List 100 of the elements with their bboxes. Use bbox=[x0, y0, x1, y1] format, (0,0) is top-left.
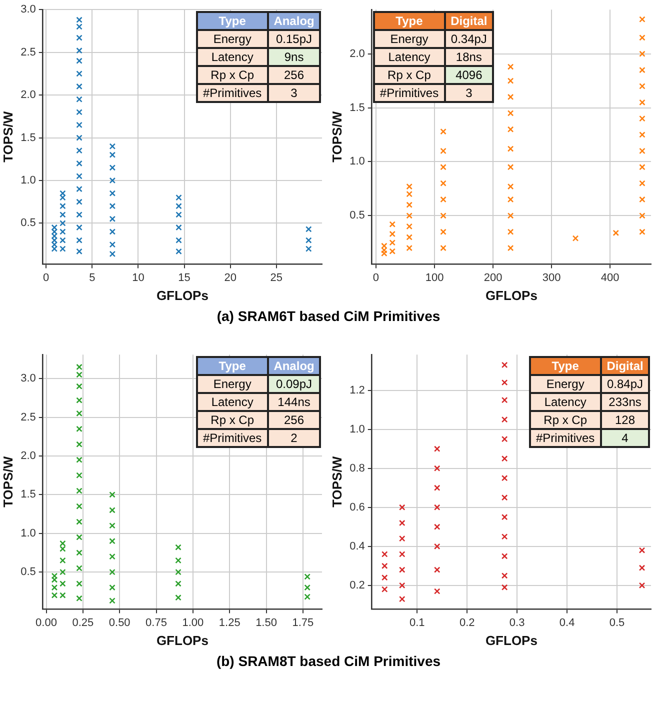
point bbox=[76, 70, 82, 77]
point bbox=[389, 240, 396, 246]
y-tick-label: 1.0 bbox=[20, 527, 36, 540]
annotation: Type bbox=[197, 356, 268, 375]
point bbox=[109, 492, 116, 498]
point bbox=[175, 557, 182, 564]
point bbox=[109, 164, 116, 171]
x-tick-label: 0.00 bbox=[36, 616, 57, 629]
x-tick-label: 1.00 bbox=[182, 616, 204, 629]
point bbox=[109, 216, 116, 222]
point bbox=[60, 557, 66, 564]
point bbox=[638, 547, 646, 554]
annotation: 0.34pJ bbox=[444, 30, 494, 48]
annotation: 18ns bbox=[444, 48, 494, 66]
x-tick-label: 0.25 bbox=[72, 616, 94, 629]
point bbox=[306, 226, 312, 232]
annotation: Type bbox=[374, 12, 445, 30]
point bbox=[507, 110, 514, 116]
point bbox=[76, 534, 82, 540]
point bbox=[51, 572, 58, 580]
point bbox=[501, 362, 508, 368]
point bbox=[639, 115, 646, 122]
text: (b) SRAM8T based CiM Primitives bbox=[215, 653, 442, 669]
point bbox=[76, 147, 82, 154]
annotation: Energy bbox=[530, 374, 601, 393]
point bbox=[507, 228, 514, 235]
point bbox=[501, 584, 508, 590]
point bbox=[60, 568, 66, 576]
point bbox=[76, 518, 82, 525]
point bbox=[176, 202, 182, 210]
point bbox=[109, 143, 116, 150]
annotation: #Primitives bbox=[530, 428, 601, 447]
y-tick-label: 2.0 bbox=[20, 450, 36, 462]
point bbox=[306, 237, 312, 244]
point bbox=[304, 584, 310, 591]
point bbox=[389, 221, 396, 228]
y-tick-label: 0.5 bbox=[20, 566, 36, 578]
x-tick-label: 0.5 bbox=[609, 616, 625, 629]
annotation: #Primitives bbox=[374, 84, 445, 102]
annotation: Energy bbox=[374, 30, 445, 48]
point bbox=[440, 244, 446, 252]
point bbox=[176, 212, 182, 218]
annotation: 4096 bbox=[444, 66, 494, 84]
point bbox=[507, 146, 514, 152]
point bbox=[76, 212, 82, 218]
x-tick-label: 1.25 bbox=[218, 616, 240, 629]
y-tick-label: 2.0 bbox=[20, 89, 36, 102]
point bbox=[507, 164, 514, 170]
point bbox=[76, 34, 82, 41]
point bbox=[176, 237, 182, 244]
point bbox=[306, 246, 312, 252]
x-tick-label: 0.1 bbox=[409, 616, 425, 629]
point bbox=[60, 212, 66, 218]
point bbox=[507, 196, 514, 203]
point bbox=[304, 574, 310, 580]
point bbox=[76, 441, 82, 448]
x-tick-label: 0.4 bbox=[559, 616, 575, 629]
point bbox=[399, 535, 406, 542]
point bbox=[434, 465, 440, 472]
point bbox=[109, 538, 116, 544]
point bbox=[175, 544, 182, 550]
point bbox=[440, 212, 446, 219]
y-tick-label: 0.8 bbox=[350, 462, 365, 474]
point bbox=[501, 396, 508, 404]
point bbox=[76, 198, 82, 205]
point bbox=[109, 241, 116, 248]
x-tick-label: 20 bbox=[224, 272, 236, 284]
annotation: 2 bbox=[268, 428, 320, 447]
point bbox=[76, 565, 82, 572]
point bbox=[507, 212, 514, 219]
x-tick-label: 0.2 bbox=[459, 616, 475, 629]
annotation: Latency bbox=[197, 48, 268, 66]
point bbox=[434, 484, 440, 491]
point bbox=[406, 212, 412, 219]
point bbox=[175, 594, 182, 601]
point bbox=[434, 446, 440, 452]
point bbox=[501, 436, 508, 442]
point bbox=[501, 494, 508, 501]
y-tick-label: 1.2 bbox=[350, 384, 365, 396]
point bbox=[389, 248, 396, 254]
point bbox=[639, 228, 646, 235]
x-tick-label: 1.75 bbox=[292, 616, 314, 629]
point bbox=[639, 212, 646, 219]
point bbox=[175, 568, 182, 576]
x-tick-label: 0.50 bbox=[108, 616, 130, 629]
annotation: 0.15pJ bbox=[268, 30, 320, 48]
point bbox=[175, 580, 182, 587]
x-tick-label: 0 bbox=[43, 272, 50, 284]
x-axis-title: GFLOPs bbox=[156, 288, 208, 303]
y-tick-label: 2.5 bbox=[20, 46, 36, 58]
point bbox=[76, 503, 82, 510]
y-tick-label: 1.0 bbox=[350, 423, 365, 436]
annotation: 3 bbox=[268, 84, 320, 102]
annotation: 9ns bbox=[268, 48, 320, 66]
x-tick-label: 0 bbox=[372, 272, 380, 284]
x-tick-label: 10 bbox=[132, 272, 144, 284]
annotation: 0.84pJ bbox=[600, 374, 650, 393]
point bbox=[109, 250, 116, 258]
point bbox=[440, 180, 446, 186]
annotation: 128 bbox=[600, 410, 650, 429]
